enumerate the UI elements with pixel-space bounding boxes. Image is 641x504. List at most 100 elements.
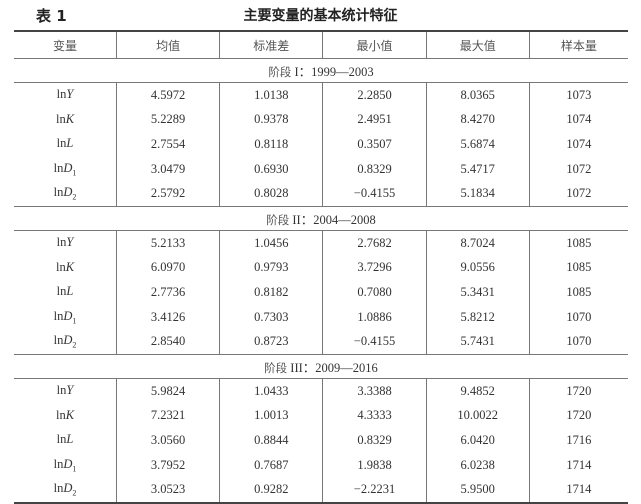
value-cell: 1074 (528, 132, 628, 157)
value-cell: 9.4852 (425, 378, 530, 404)
value-cell: 5.7431 (425, 329, 530, 355)
value-cell: 2.8540 (116, 329, 220, 355)
variable-cell: lnK (14, 256, 117, 281)
variable-symbol: Y (66, 382, 74, 397)
variable-symbol: Y (66, 235, 74, 250)
variable-subscript: 1 (72, 168, 77, 178)
value-cell: 3.7952 (116, 452, 220, 478)
value-cell: 8.0365 (425, 82, 530, 108)
value-cell: 1714 (528, 452, 628, 478)
section-prefix: 阶段 (268, 65, 292, 79)
variable-symbol: L (66, 432, 74, 447)
table-caption: 表 1 主要变量的基本统计特征 (0, 2, 641, 26)
value-cell: 5.8212 (425, 304, 530, 330)
value-cell: 6.0420 (425, 428, 530, 453)
section-row: 阶段 I：1999—2003 (14, 58, 628, 83)
value-cell: 1085 (528, 280, 628, 305)
value-cell: 3.0560 (116, 428, 220, 453)
value-cell: 0.8329 (322, 156, 427, 182)
section-range: ：2009—2016 (302, 360, 378, 375)
column-header: 最大值 (425, 31, 530, 59)
variable-subscript: 2 (72, 340, 77, 350)
value-cell: 1085 (528, 230, 628, 256)
value-cell: 3.0479 (116, 156, 220, 182)
ln-prefix: ln (56, 382, 67, 397)
value-cell: 8.4270 (425, 107, 530, 133)
value-cell: 1072 (528, 181, 628, 207)
value-cell: 1.0433 (219, 378, 323, 404)
variable-cell: lnL (14, 280, 117, 305)
value-cell: 0.7687 (219, 452, 323, 478)
variable-subscript: 1 (72, 316, 77, 326)
column-header: 变量 (14, 31, 117, 59)
value-cell: 1720 (528, 403, 628, 429)
value-cell: 6.0238 (425, 452, 530, 478)
value-cell: 1085 (528, 255, 628, 281)
value-cell: 5.4717 (425, 156, 530, 182)
value-cell: 0.8723 (219, 329, 323, 355)
value-cell: 0.8028 (219, 181, 323, 207)
ln-prefix: ln (56, 235, 67, 250)
section-label: 阶段 III：2009—2016 (14, 353, 628, 379)
value-cell: 1.0013 (219, 403, 323, 429)
value-cell: 1.0886 (322, 304, 427, 330)
table-row: lnD2 2.8540 0.8723 −0.4155 5.7431 1070 (14, 329, 628, 355)
value-cell: 0.9282 (219, 477, 323, 503)
variable-symbol: K (65, 111, 75, 126)
value-cell: −0.4155 (322, 329, 427, 355)
value-cell: 0.7303 (219, 304, 323, 330)
table-title: 主要变量的基本统计特征 (243, 8, 398, 24)
value-cell: 2.5792 (116, 181, 220, 207)
value-cell: 7.2321 (116, 403, 220, 429)
section-prefix: 阶段 (264, 360, 288, 375)
ln-prefix: ln (55, 111, 66, 126)
value-cell: 1073 (528, 82, 628, 108)
table-number: 表 1 (36, 7, 67, 25)
ln-prefix: ln (53, 481, 64, 496)
header-row: 变量 均值 标准差 最小值 最大值 样本量 (14, 31, 628, 59)
table-row: lnL 2.7736 0.8182 0.7080 5.3431 1085 (14, 280, 628, 305)
value-cell: 4.5972 (116, 82, 220, 108)
value-cell: 2.4951 (322, 107, 427, 133)
value-cell: −0.4155 (322, 181, 427, 207)
value-cell: 10.0022 (425, 403, 530, 429)
variable-subscript: 2 (72, 488, 77, 498)
ln-prefix: ln (56, 432, 67, 447)
value-cell: 0.8118 (219, 132, 323, 157)
value-cell: 2.7682 (322, 230, 427, 256)
value-cell: 5.2133 (116, 230, 220, 256)
value-cell: 9.0556 (425, 255, 530, 281)
section-label: 阶段 II：2004—2008 (14, 205, 628, 231)
value-cell: 1.9838 (322, 452, 427, 478)
value-cell: 0.8844 (219, 428, 323, 453)
statistics-table: 变量 均值 标准差 最小值 最大值 样本量 阶段 I：1999—2003 lnY 4.5972… (14, 30, 628, 504)
variable-subscript: 1 (72, 464, 77, 474)
section-roman: I (291, 65, 299, 79)
ln-prefix: ln (56, 136, 67, 151)
value-cell: 2.2850 (322, 82, 427, 108)
ln-prefix: ln (53, 185, 64, 200)
table-row: lnK 7.2321 1.0013 4.3333 10.0022 1720 (14, 403, 628, 429)
table-row: lnD1 3.4126 0.7303 1.0886 5.8212 1070 (14, 304, 628, 330)
ln-prefix: ln (53, 160, 64, 175)
table-row: lnY 4.5972 1.0138 2.2850 8.0365 1073 (14, 82, 628, 108)
ln-prefix: ln (56, 284, 67, 299)
variable-cell: lnD1 (14, 157, 117, 182)
variable-symbol: D (63, 308, 73, 323)
table-row: lnL 2.7554 0.8118 0.3507 5.6874 1074 (14, 132, 628, 157)
value-cell: 5.3431 (425, 280, 530, 305)
table-row: lnD1 3.7952 0.7687 1.9838 6.0238 1714 (14, 452, 628, 478)
column-header: 样本量 (528, 31, 628, 59)
section-roman: III (287, 360, 303, 375)
value-cell: 6.0970 (116, 255, 220, 281)
section-range: ：1999—2003 (298, 65, 374, 79)
column-header: 最小值 (322, 31, 427, 59)
section-row: 阶段 III：2009—2016 (14, 353, 628, 379)
value-cell: 5.1834 (425, 181, 530, 207)
value-cell: 5.9500 (425, 477, 530, 503)
variable-symbol: D (63, 160, 73, 175)
section-prefix: 阶段 (266, 212, 290, 227)
ln-prefix: ln (53, 308, 64, 323)
variable-cell: lnY (14, 83, 117, 108)
value-cell: 3.0523 (116, 477, 220, 503)
